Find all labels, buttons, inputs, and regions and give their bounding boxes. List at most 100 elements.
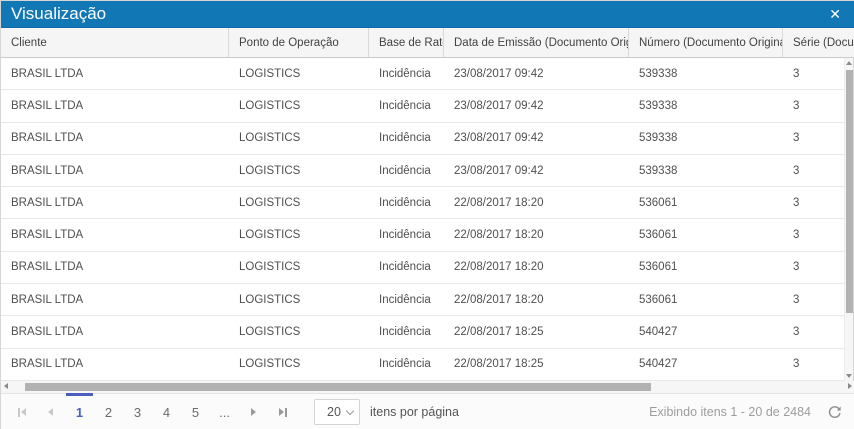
cell-numero: 539338 <box>639 164 678 177</box>
cell-ponto-de-operacao: LOGISTICS <box>239 326 301 339</box>
cell-ponto-de-operacao: LOGISTICS <box>239 132 301 145</box>
page-number-list: 1 2 3 4 5... <box>65 393 239 429</box>
cell-serie: 3 <box>793 293 800 306</box>
cell-serie: 3 <box>793 67 800 80</box>
page-size-dropdown[interactable]: 20 <box>314 399 360 425</box>
table-row[interactable]: BRASIL LTDA LOGISTICS Incidência 22/08/2… <box>1 316 846 349</box>
cell-numero: 539338 <box>639 67 678 80</box>
cell-data-de-emissao: 23/08/2017 09:42 <box>454 132 544 145</box>
vertical-scrollbar[interactable] <box>844 58 853 381</box>
cell-numero: 540427 <box>639 358 678 371</box>
table-row[interactable]: BRASIL LTDA LOGISTICS Incidência 22/08/2… <box>1 284 846 317</box>
scroll-left-icon[interactable] <box>4 383 8 389</box>
page-number-button[interactable]: 5 <box>181 394 210 429</box>
horizontal-scrollbar[interactable] <box>1 381 854 393</box>
refresh-icon[interactable] <box>827 405 842 420</box>
cell-ponto-de-operacao: LOGISTICS <box>239 358 301 371</box>
next-page-icon <box>251 408 256 416</box>
cell-data-de-emissao: 22/08/2017 18:20 <box>454 229 544 242</box>
cell-cliente: BRASIL LTDA <box>11 358 84 371</box>
cell-numero: 536061 <box>639 293 678 306</box>
cell-cliente: BRASIL LTDA <box>11 293 84 306</box>
page-number-button[interactable]: 4 <box>152 394 181 429</box>
cell-serie: 3 <box>793 358 800 371</box>
pager: 1 2 3 4 5... 20 itens por página Exibindo it… <box>1 393 854 429</box>
cell-base-de-rateio: Incidência <box>379 293 431 306</box>
table-row[interactable]: BRASIL LTDA LOGISTICS Incidência 22/08/2… <box>1 187 846 220</box>
cell-ponto-de-operacao: LOGISTICS <box>239 164 301 177</box>
cell-numero: 540427 <box>639 326 678 339</box>
table-row[interactable]: BRASIL LTDA LOGISTICS Incidência 23/08/2… <box>1 154 846 188</box>
column-header[interactable]: Ponto de Operação <box>229 28 369 57</box>
column-header[interactable]: Cliente <box>1 28 229 57</box>
cell-data-de-emissao: 22/08/2017 18:20 <box>454 293 544 306</box>
page-number-button[interactable]: ... <box>210 394 239 429</box>
cell-serie: 3 <box>793 164 800 177</box>
column-header[interactable]: Data de Emissão (Documento Originário) <box>444 28 629 57</box>
table-row[interactable]: BRASIL LTDA LOGISTICS Incidência 23/08/2… <box>1 122 846 155</box>
pager-status-text: Exibindo itens 1 - 20 de 2484 <box>649 405 811 419</box>
column-header[interactable]: Número (Documento Originário) <box>629 28 783 57</box>
scroll-down-icon[interactable] <box>846 374 852 378</box>
previous-page-button[interactable] <box>36 394 65 429</box>
cell-base-de-rateio: Incidência <box>379 358 431 371</box>
cell-ponto-de-operacao: LOGISTICS <box>239 196 301 209</box>
first-page-button[interactable] <box>7 394 36 429</box>
cell-base-de-rateio: Incidência <box>379 196 431 209</box>
cell-data-de-emissao: 22/08/2017 18:20 <box>454 196 544 209</box>
cell-serie: 3 <box>793 261 800 274</box>
items-per-page-label: itens por página <box>370 405 459 419</box>
scroll-up-icon[interactable] <box>846 61 852 65</box>
cell-ponto-de-operacao: LOGISTICS <box>239 229 301 242</box>
cell-base-de-rateio: Incidência <box>379 67 431 80</box>
cell-serie: 3 <box>793 196 800 209</box>
column-header[interactable]: Série (Documento Originário) <box>783 28 854 57</box>
chevron-down-icon <box>345 406 355 415</box>
table-row[interactable]: BRASIL LTDA LOGISTICS Incidência 23/08/2… <box>1 58 846 91</box>
horizontal-scrollbar-thumb[interactable] <box>25 383 651 391</box>
cell-cliente: BRASIL LTDA <box>11 99 84 112</box>
cell-serie: 3 <box>793 99 800 112</box>
page-size-value: 20 <box>327 405 341 419</box>
cell-ponto-de-operacao: LOGISTICS <box>239 67 301 80</box>
dialog-titlebar: Visualização ✕ <box>1 1 854 28</box>
cell-base-de-rateio: Incidência <box>379 326 431 339</box>
cell-serie: 3 <box>793 229 800 242</box>
cell-cliente: BRASIL LTDA <box>11 67 84 80</box>
scroll-right-icon[interactable] <box>848 383 852 389</box>
vertical-scrollbar-thumb[interactable] <box>846 70 853 313</box>
cell-base-de-rateio: Incidência <box>379 132 431 145</box>
table-row[interactable]: BRASIL LTDA LOGISTICS Incidência 23/08/2… <box>1 90 846 123</box>
cell-ponto-de-operacao: LOGISTICS <box>239 293 301 306</box>
cell-data-de-emissao: 22/08/2017 18:20 <box>454 261 544 274</box>
page-number-button[interactable]: 3 <box>123 394 152 429</box>
cell-data-de-emissao: 22/08/2017 18:25 <box>454 358 544 371</box>
cell-cliente: BRASIL LTDA <box>11 326 84 339</box>
close-icon[interactable]: ✕ <box>829 6 841 22</box>
cell-ponto-de-operacao: LOGISTICS <box>239 99 301 112</box>
table-row[interactable]: BRASIL LTDA LOGISTICS Incidência 22/08/2… <box>1 348 846 381</box>
page-number-button[interactable]: 1 <box>65 393 94 429</box>
table-row[interactable]: BRASIL LTDA LOGISTICS Incidência 22/08/2… <box>1 251 846 285</box>
cell-numero: 536061 <box>639 229 678 242</box>
cell-cliente: BRASIL LTDA <box>11 164 84 177</box>
column-header[interactable]: Base de Rateio <box>369 28 444 57</box>
cell-cliente: BRASIL LTDA <box>11 261 84 274</box>
table-row[interactable]: BRASIL LTDA LOGISTICS Incidência 22/08/2… <box>1 219 846 252</box>
cell-numero: 539338 <box>639 132 678 145</box>
cell-data-de-emissao: 23/08/2017 09:42 <box>454 67 544 80</box>
next-page-button[interactable] <box>239 394 268 429</box>
cell-data-de-emissao: 22/08/2017 18:25 <box>454 326 544 339</box>
last-page-icon <box>278 408 284 416</box>
cell-cliente: BRASIL LTDA <box>11 229 84 242</box>
cell-cliente: BRASIL LTDA <box>11 196 84 209</box>
last-page-button[interactable] <box>268 394 297 429</box>
dialog-title: Visualização <box>11 4 107 23</box>
page-number-button[interactable]: 2 <box>94 394 123 429</box>
cell-numero: 536061 <box>639 196 678 209</box>
cell-data-de-emissao: 23/08/2017 09:42 <box>454 99 544 112</box>
cell-base-de-rateio: Incidência <box>379 261 431 274</box>
cell-serie: 3 <box>793 132 800 145</box>
cell-base-de-rateio: Incidência <box>379 164 431 177</box>
